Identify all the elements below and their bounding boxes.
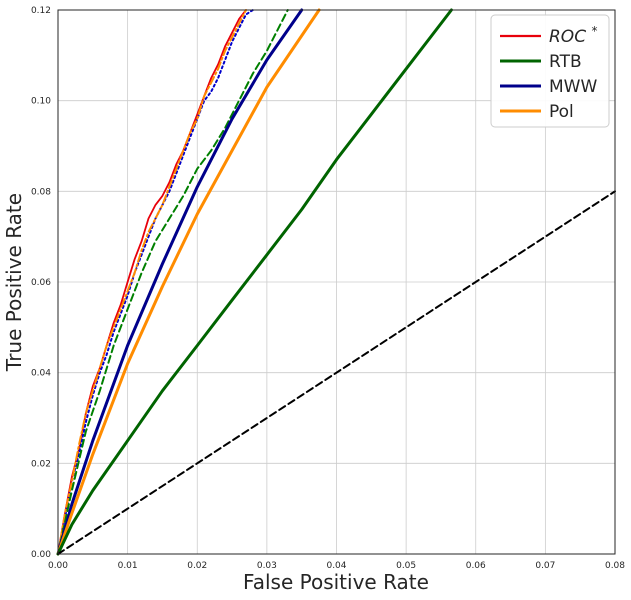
y-tick-label: 0.06: [31, 278, 51, 288]
series-line-chance: [57, 190, 616, 555]
series-line-pol-dashdot: [57, 9, 247, 555]
x-tick-label: 0.05: [396, 561, 416, 571]
x-axis-title: False Positive Rate: [243, 570, 429, 594]
y-tick-label: 0.10: [31, 97, 51, 107]
x-tick-labels: 0.00 0.01 0.02 0.03 0.04 0.05 0.06 0.07 0.08: [48, 561, 625, 571]
x-tick-label: 0.03: [257, 561, 277, 571]
series-line-roc-dotted: [57, 9, 254, 555]
y-tick-label: 0.08: [31, 187, 51, 197]
series-line-mww: [56, 8, 304, 556]
legend-label-rtb: RTB: [549, 52, 582, 72]
legend-label-roc-superscript: *: [591, 24, 597, 38]
legend-entry-mww: MWW: [500, 77, 597, 97]
legend-box: [490, 14, 610, 128]
series-line-rtb-dashed: [57, 9, 289, 555]
x-tick-label: 0.06: [466, 561, 486, 571]
series-line-pol: [56, 8, 321, 556]
y-tick-label: 0.12: [31, 6, 51, 16]
legend-entry-pol: Pol: [500, 102, 574, 122]
y-axis-title: True Positive Rate: [2, 193, 26, 372]
series-line-rtb: [56, 8, 453, 556]
legend-entry-rtb: RTB: [500, 52, 582, 72]
plot-frame: [57, 9, 616, 555]
svg-text:ROC *: ROC *: [549, 24, 597, 47]
legend-label-mww: MWW: [549, 77, 597, 97]
y-tick-label: 0.02: [31, 459, 51, 469]
legend-label-pol: Pol: [549, 102, 574, 122]
y-tick-labels: 0.00 0.02 0.04 0.06 0.08 0.10 0.12: [31, 6, 51, 560]
legend-entry-roc: ROC *: [500, 24, 597, 47]
y-tick-label: 0.00: [31, 550, 51, 560]
legend: ROC * RTB MWW Pol: [490, 14, 610, 128]
x-tick-label: 0.07: [535, 561, 555, 571]
x-tick-label: 0.02: [187, 561, 207, 571]
y-tick-label: 0.04: [31, 369, 51, 379]
legend-label-roc: ROC: [549, 27, 586, 47]
plot-lines: [56, 8, 616, 556]
x-tick-label: 0.04: [326, 561, 346, 571]
x-tick-label: 0.00: [48, 561, 68, 571]
x-tick-label: 0.01: [118, 561, 138, 571]
x-tick-label: 0.08: [605, 561, 625, 571]
